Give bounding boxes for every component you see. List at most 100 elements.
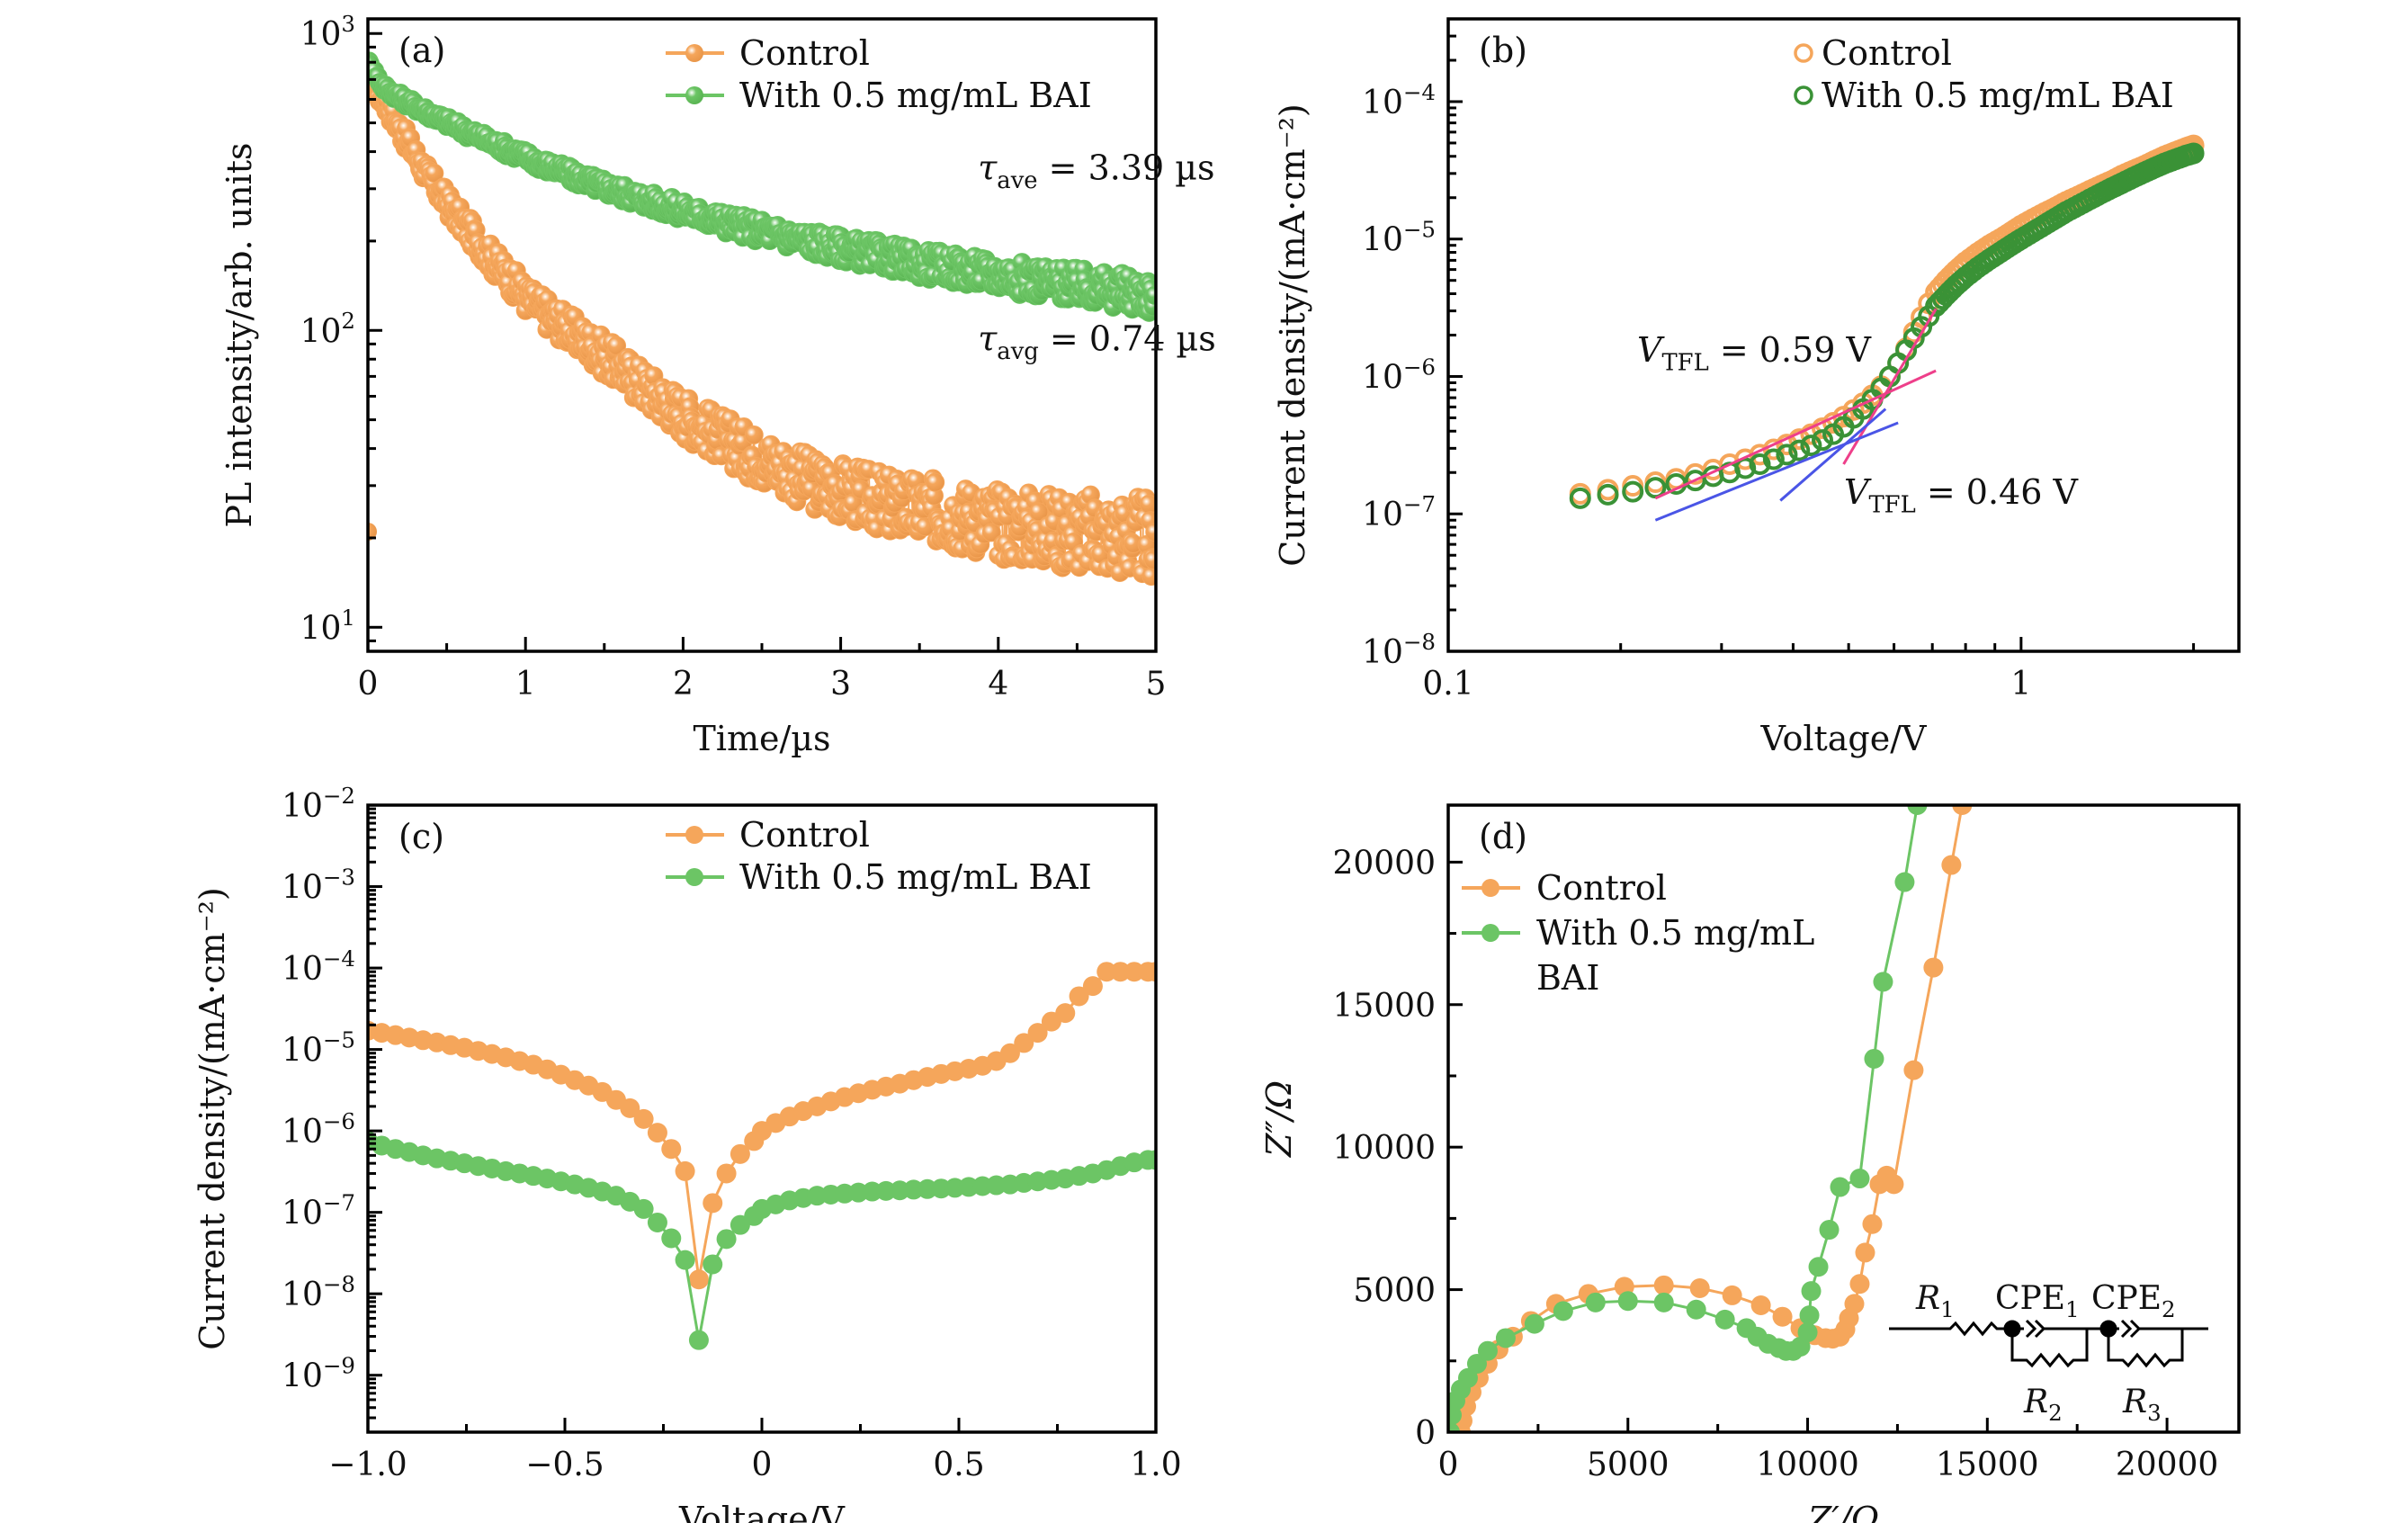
data-point xyxy=(1894,872,1915,892)
data-point xyxy=(1644,477,1667,499)
data-point xyxy=(1797,1322,1818,1343)
vtfl-annotation-bai: VTFL = 0.46 V xyxy=(1844,472,2078,519)
bai-ohmic-fit xyxy=(1654,421,1899,522)
x-tick-label: 10000 xyxy=(1756,1447,1859,1483)
data-point xyxy=(633,1108,654,1129)
data-point xyxy=(1776,434,1798,456)
legend-label: Control xyxy=(1536,868,1667,908)
circuit-label-cpe1: CPE1 xyxy=(1995,1280,2080,1322)
y-tick-label: 20000 xyxy=(1332,845,1436,882)
equivalent-circuit xyxy=(1889,1319,2208,1368)
x-tick-label: 2 xyxy=(673,666,694,703)
annotation-symbol: V xyxy=(1844,472,1872,512)
data-point xyxy=(1477,1340,1498,1361)
y-tick-label: 10−5 xyxy=(1362,217,1436,259)
x-tick-label: 15000 xyxy=(1936,1447,2039,1483)
data-point xyxy=(1027,1023,1048,1044)
plot-area xyxy=(368,962,1156,1350)
data-point xyxy=(1146,1150,1156,1170)
x-tick-label: 4 xyxy=(988,666,1008,703)
data-point xyxy=(633,1198,654,1219)
series-control xyxy=(368,62,1156,587)
legend-marker xyxy=(1794,43,1813,63)
tau-annotation: τavg = 0.74 µs xyxy=(978,318,1215,365)
y-axis-label: Current density/(mA·cm⁻²) xyxy=(1273,103,1312,566)
panel-label: (b) xyxy=(1479,31,1527,70)
annotation-symbol: τ xyxy=(978,318,998,358)
circuit-label-r3: R3 xyxy=(2122,1384,2162,1426)
series-bai xyxy=(1448,805,1928,1432)
annotation-value: = 0.74 µs xyxy=(1039,318,1216,358)
data-point xyxy=(730,1143,750,1164)
x-tick-label: 1.0 xyxy=(1130,1447,1181,1483)
panel-label: (c) xyxy=(398,817,444,856)
legend-marker xyxy=(1482,924,1499,942)
annotation-subscript: 1 xyxy=(2065,1296,2080,1322)
annotation-subscript: 2 xyxy=(2162,1296,2176,1322)
data-point xyxy=(1884,1174,1904,1195)
series-bai xyxy=(368,51,1156,322)
y-tick-label: 102 xyxy=(300,308,355,350)
legend-label: With 0.5 mg/mL BAI xyxy=(739,76,1092,115)
x-tick-label: −1.0 xyxy=(328,1447,407,1483)
data-point xyxy=(1772,1306,1793,1327)
data-point xyxy=(1141,567,1156,587)
y-tick-label: 10−4 xyxy=(282,945,355,988)
y-tick-label: 101 xyxy=(300,605,355,647)
data-point xyxy=(1553,1301,1573,1321)
y-tick-label: 10−8 xyxy=(282,1271,355,1313)
x-tick-label: 0.1 xyxy=(1422,666,1473,703)
data-point xyxy=(1722,1285,1742,1305)
legend-label: Control xyxy=(739,33,870,73)
legend-marker xyxy=(685,86,703,104)
x-tick-label: 0 xyxy=(358,666,379,703)
plot-area xyxy=(1569,134,2205,522)
annotation-symbol: R xyxy=(1915,1280,1940,1317)
data-point xyxy=(1788,428,1811,451)
plot-area xyxy=(368,51,1156,587)
data-point xyxy=(1569,487,1591,509)
data-point xyxy=(1457,1367,1478,1388)
y-tick-label: 10−9 xyxy=(282,1353,355,1395)
data-point xyxy=(661,1139,682,1160)
y-tick-label: 10−7 xyxy=(1362,491,1436,533)
data-point xyxy=(1799,1305,1820,1326)
legend-marker xyxy=(1482,879,1499,897)
data-point xyxy=(981,523,1001,542)
data-point xyxy=(1762,448,1785,470)
resistor-r2-icon xyxy=(2010,1329,2089,1368)
data-point xyxy=(1110,962,1131,982)
data-point xyxy=(1622,480,1644,503)
circuit-label-r2: R2 xyxy=(2023,1384,2063,1426)
y-tick-label: 5000 xyxy=(1353,1273,1436,1310)
annotation-symbol: τ xyxy=(978,148,998,188)
legend-label: With 0.5 mg/mL BAI xyxy=(1822,76,2174,115)
x-tick-label: 0 xyxy=(752,1447,773,1483)
panel-b: 0.1 1 10−8 10−7 10−6 10−5 10−4 Voltage/V Current… xyxy=(1273,17,2241,758)
data-point xyxy=(1146,962,1156,982)
data-point xyxy=(1055,1003,1076,1024)
data-point xyxy=(1524,1313,1544,1334)
panel-label: (a) xyxy=(398,31,445,70)
annotation-symbol: V xyxy=(1637,330,1665,370)
annotation-symbol: R xyxy=(2023,1384,2048,1420)
data-point xyxy=(1653,1275,1674,1295)
y-tick-label: 10−4 xyxy=(1362,79,1436,121)
x-axis-label: Time/µs xyxy=(693,719,830,758)
data-point xyxy=(1907,805,1928,815)
data-point xyxy=(675,1160,695,1181)
annotation-symbol: CPE xyxy=(2091,1280,2162,1317)
control-ohmic-fit xyxy=(1654,369,1937,500)
legend-label: BAI xyxy=(1536,958,1599,998)
x-tick-label: 5 xyxy=(1146,666,1167,703)
data-point xyxy=(1144,550,1156,569)
annotation-symbol: R xyxy=(2122,1384,2147,1420)
x-tick-label: 3 xyxy=(830,666,851,703)
x-tick-label: −0.5 xyxy=(525,1447,604,1483)
x-tick-label: 1 xyxy=(515,666,536,703)
data-point xyxy=(688,1330,709,1350)
x-axis-label: Voltage/V xyxy=(1760,719,1928,758)
